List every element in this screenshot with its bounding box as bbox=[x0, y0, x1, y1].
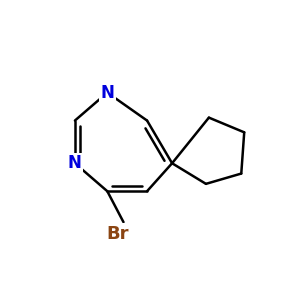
Text: Br: Br bbox=[106, 225, 129, 243]
Text: N: N bbox=[100, 84, 114, 102]
Text: N: N bbox=[68, 154, 82, 172]
